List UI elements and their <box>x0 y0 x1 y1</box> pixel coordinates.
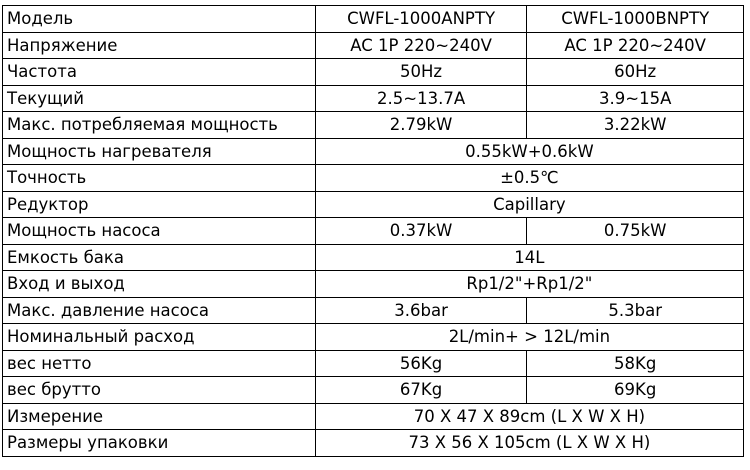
table-row: Измерение 70 X 47 X 89cm (L X W X H) <box>2 402 745 430</box>
table-row: Мощность насоса 0.37kW 0.75kW <box>2 217 744 245</box>
value-cell-anpty: AC 1P 220~240V <box>314 31 528 59</box>
table-row: Размеры упаковки 73 X 56 X 105cm (L X W X… <box>2 429 745 457</box>
value-cell-bnpty: 69Kg <box>526 376 744 404</box>
table-row: Макс. давление насоса 3.6bar 5.3bar <box>2 296 744 324</box>
value-cell-shared: Capillary <box>314 190 745 218</box>
value-cell-bnpty: 60Hz <box>526 58 744 86</box>
table-row: Вход и выход Rp1/2"+Rp1/2" <box>2 270 745 298</box>
value-cell-anpty: 67Kg <box>314 376 528 404</box>
row-label: вес брутто <box>2 376 316 404</box>
value-cell-shared: 0.55kW+0.6kW <box>314 137 745 165</box>
table-row: Номинальный расход 2L/min+ > 12L/min <box>2 323 745 351</box>
table-row: Точность ±0.5℃ <box>2 164 745 192</box>
value-cell-anpty: 56Kg <box>314 349 528 377</box>
value-cell-shared: Rp1/2"+Rp1/2" <box>314 270 745 298</box>
value-cell-bnpty: AC 1P 220~240V <box>526 31 744 59</box>
value-cell-anpty: 2.79kW <box>314 111 528 139</box>
value-cell-bnpty: 3.22kW <box>526 111 744 139</box>
row-label: Макс. давление насоса <box>2 296 316 324</box>
row-label: вес нетто <box>2 349 316 377</box>
value-cell-shared: 2L/min+ > 12L/min <box>314 323 745 351</box>
row-label: Редуктор <box>2 190 316 218</box>
row-label: Напряжение <box>2 31 316 59</box>
value-cell-shared: 73 X 56 X 105cm (L X W X H) <box>314 429 745 457</box>
table-row: Текущий 2.5~13.7A 3.9~15A <box>2 84 744 112</box>
row-label: Номинальный расход <box>2 323 316 351</box>
value-cell-anpty: CWFL-1000ANPTY <box>314 5 528 33</box>
table-row: Редуктор Capillary <box>2 190 745 218</box>
row-label: Текущий <box>2 84 316 112</box>
value-cell-anpty: 50Hz <box>314 58 528 86</box>
row-label: Размеры упаковки <box>2 429 316 457</box>
row-label: Макс. потребляемая мощность <box>2 111 316 139</box>
row-label: Модель <box>2 5 316 33</box>
row-label: Мощность нагревателя <box>2 137 316 165</box>
row-label: Мощность насоса <box>2 217 316 245</box>
value-cell-shared: 14L <box>314 243 745 271</box>
value-cell-bnpty: 3.9~15A <box>526 84 744 112</box>
table-row: вес нетто 56Kg 58Kg <box>2 349 744 377</box>
value-cell-bnpty: 0.75kW <box>526 217 744 245</box>
table-row: Напряжение AC 1P 220~240V AC 1P 220~240V <box>2 31 744 59</box>
table-row: вес брутто 67Kg 69Kg <box>2 376 744 404</box>
row-label: Измерение <box>2 402 316 430</box>
value-cell-bnpty: 5.3bar <box>526 296 744 324</box>
table-row: Частота 50Hz 60Hz <box>2 58 744 86</box>
table-row: Емкость бака 14L <box>2 243 745 271</box>
value-cell-shared: 70 X 47 X 89cm (L X W X H) <box>314 402 745 430</box>
table-row: Модель CWFL-1000ANPTY CWFL-1000BNPTY <box>2 5 744 33</box>
value-cell-anpty: 2.5~13.7A <box>314 84 528 112</box>
value-cell-anpty: 3.6bar <box>314 296 528 324</box>
row-label: Вход и выход <box>2 270 316 298</box>
value-cell-bnpty: CWFL-1000BNPTY <box>526 5 744 33</box>
table-row: Мощность нагревателя 0.55kW+0.6kW <box>2 137 745 165</box>
spec-table: Модель CWFL-1000ANPTY CWFL-1000BNPTY Напряж… <box>2 5 745 457</box>
value-cell-shared: ±0.5℃ <box>314 164 745 192</box>
row-label: Точность <box>2 164 316 192</box>
value-cell-bnpty: 58Kg <box>526 349 744 377</box>
value-cell-anpty: 0.37kW <box>314 217 528 245</box>
table-row: Макс. потребляемая мощность 2.79kW 3.22kW <box>2 111 744 139</box>
row-label: Частота <box>2 58 316 86</box>
row-label: Емкость бака <box>2 243 316 271</box>
